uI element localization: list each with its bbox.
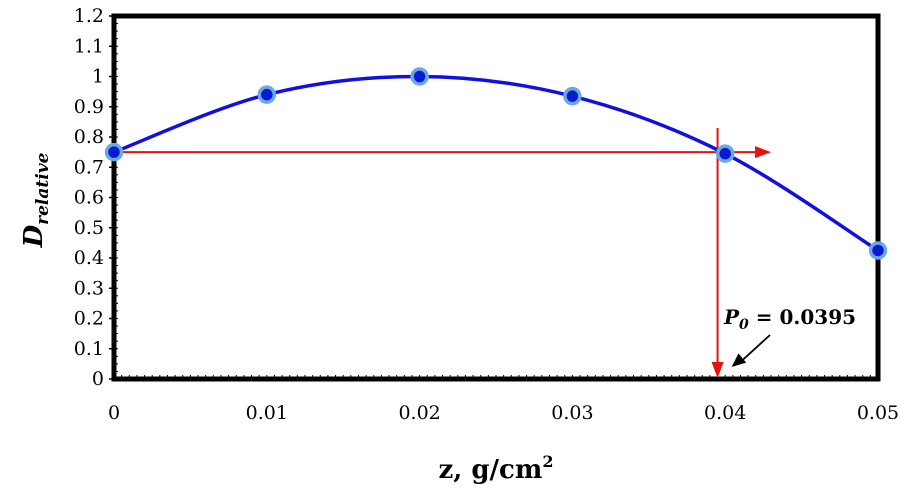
data-points [104,67,888,260]
series-curve [113,74,879,252]
pointer-line [740,334,771,362]
x-tick-label: 0.03 [551,402,593,424]
data-point [104,142,124,162]
x-axis-tick-labels: 0 0.01 0.02 0.03 0.04 0.05 [108,402,899,424]
y-tick-label: 0.5 [74,217,104,239]
annotation-label: P0 = 0.0395 [723,305,856,333]
x-tick-label: 0.04 [704,402,746,424]
y-tick-label: 0 [92,368,104,390]
data-point [715,144,735,163]
y-tick-label: 1.2 [74,5,104,27]
y-tick-label: 0.9 [74,96,104,118]
y-tick-label: 0.1 [74,338,104,360]
x-tick-label: 0.02 [398,402,440,424]
annotation-lines [114,128,772,378]
horizontal-arrowhead [755,146,772,159]
y-axis-tick-labels: 0 0.1 0.2 0.3 0.4 0.5 0.6 0.7 0.8 0.9 1 1.1 1.2 [74,5,114,390]
annotation-pointer-arrow [731,334,771,367]
x-axis-label: z, g/cm2 [438,452,553,485]
y-tick-label: 1.1 [74,35,104,57]
y-tick-label: 0.7 [74,156,104,178]
plot-area-frame [111,13,881,382]
y-tick-label: 0.6 [74,187,104,209]
x-tick-label: 0 [108,402,120,424]
x-tick-label: 0.01 [246,402,288,424]
minor-ticks [114,23,871,379]
y-tick-label: 0.8 [74,126,104,148]
y-tick-label: 1 [92,66,104,88]
data-point [257,85,277,104]
y-tick-label: 0.3 [74,277,104,299]
y-tick-label: 0.4 [74,247,104,269]
data-point [563,86,582,106]
x-tick-label: 0.05 [857,402,899,424]
y-axis-label: Drelative [19,152,53,248]
y-tick-label: 0.2 [74,308,104,330]
pointer-arrowhead [731,353,747,367]
data-point [410,67,429,86]
data-point [868,241,888,260]
vertical-arrowhead [711,362,724,378]
